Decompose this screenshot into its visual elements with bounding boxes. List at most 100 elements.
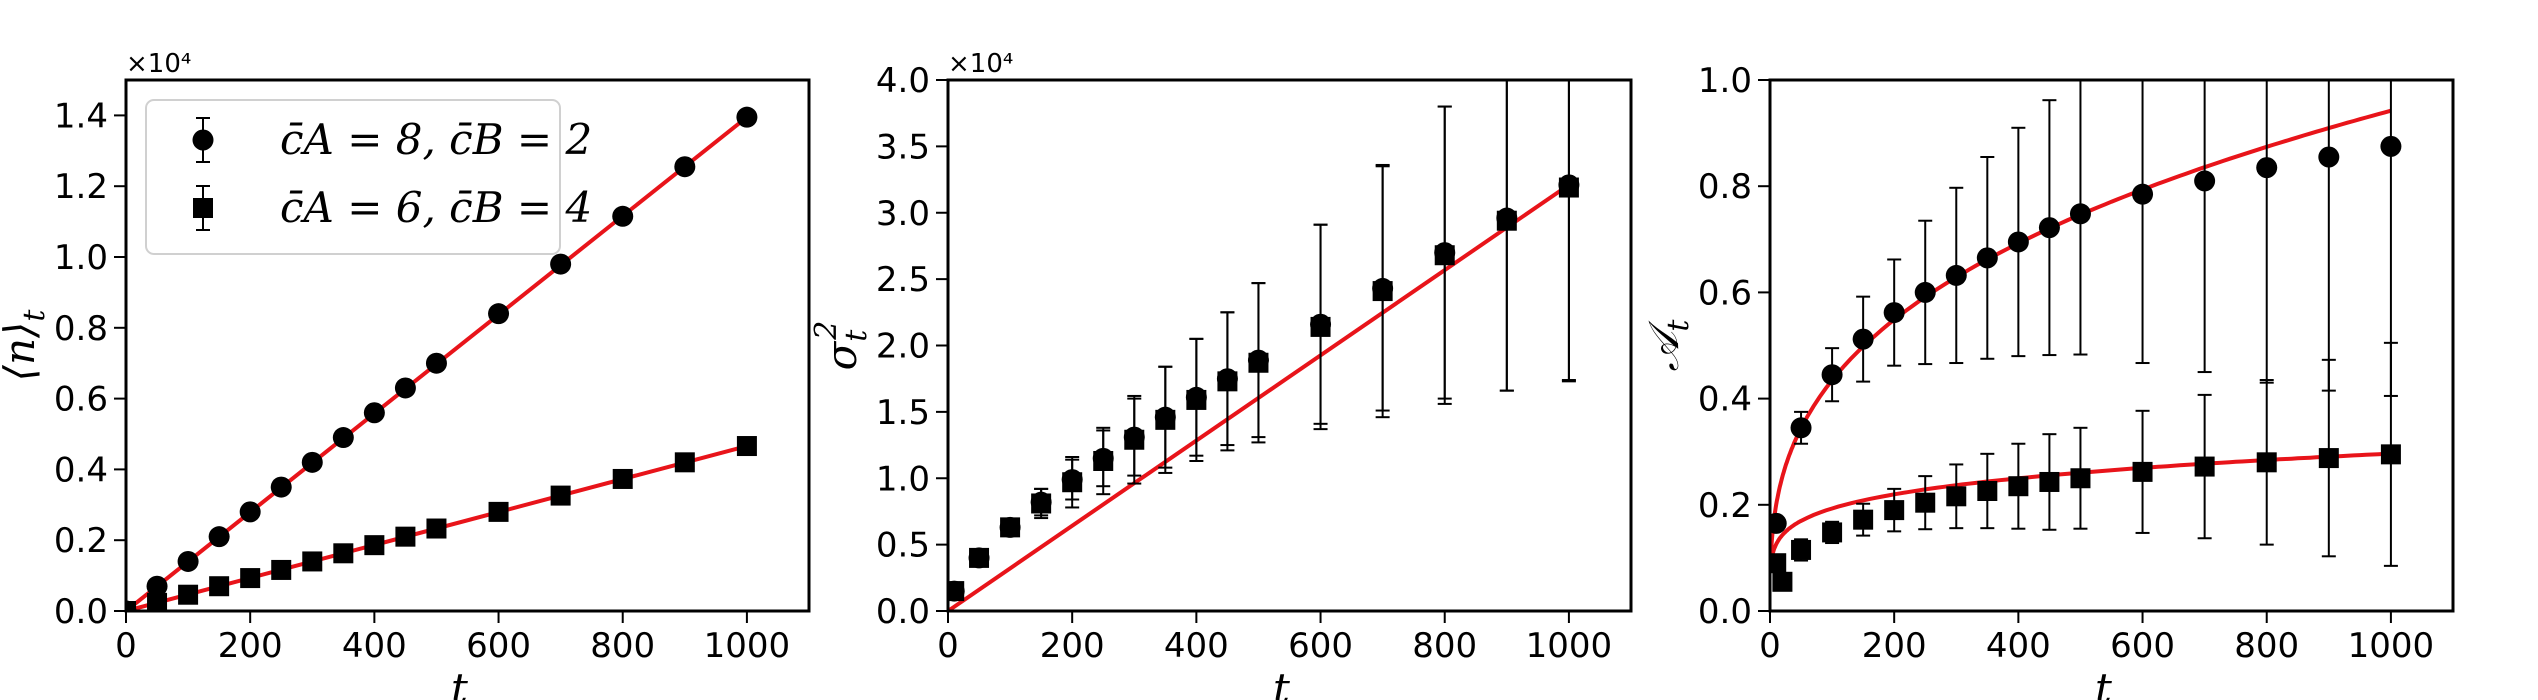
data-point-square [209,576,230,597]
x-tick-label: 1000 [1526,626,1613,666]
data-point-circle [425,352,447,374]
y-tick-label: 1.0 [876,459,930,499]
y-tick-label: 0.4 [1698,380,1752,420]
data-point-square [1093,450,1114,471]
x-tick-label: 400 [342,626,407,666]
legend-marker [193,198,213,218]
data-point-square [1496,210,1517,231]
y-tick-label: 2.0 [876,327,930,367]
data-point-square [2132,461,2153,482]
x-axis-label: t [1273,664,1290,700]
data-point-circle [208,526,230,548]
data-point-circle [394,377,416,399]
data-point-square [240,568,261,589]
x-axis-label: t [2095,664,2112,700]
plot-area [948,80,1580,611]
data-point-circle [2069,203,2091,225]
data-point-square [2194,456,2215,477]
axis-offset-label: ×10⁴ [948,49,1013,79]
y-tick-label: 0.8 [54,309,108,349]
x-tick-label: 0 [937,626,959,666]
plot-frame [1768,78,2455,613]
data-point-circle [674,156,696,178]
y-tick-label: 0.6 [54,380,108,420]
data-point-circle [363,402,385,424]
data-point-circle [1883,302,1905,324]
y-tick-label: 3.0 [876,194,930,234]
fit-curve [1770,451,2391,568]
y-tick-label: 0.6 [1698,273,1752,313]
data-point-square [147,592,168,611]
data-point-circle [270,476,292,498]
data-point-square [364,535,385,556]
legend-label: c̄A = 6, c̄B = 4 [280,183,592,232]
data-point-square [1372,281,1393,302]
x-tick-label: 800 [590,626,655,666]
data-point-square [302,551,323,572]
y-tick-label: 1.2 [54,167,108,207]
y-tick-label: 0.0 [1698,592,1752,632]
data-point-square [1977,480,1998,501]
data-point-square [1031,493,1052,514]
data-point-square [1772,571,1793,592]
data-point-square [1853,509,1874,530]
y-axis-label: ⟨n⟩t [0,309,52,382]
x-tick-label: 600 [1288,626,1353,666]
y-axis-label-sub: t [17,309,52,322]
data-point-square [1124,429,1145,450]
x-tick-label: 0 [115,626,137,666]
data-point-circle [2318,146,2340,168]
data-point-circle [1821,364,1843,386]
data-point-square [2318,448,2339,469]
data-point-square [126,601,136,611]
x-tick-label: 600 [2110,626,2175,666]
y-tick-label: 0.2 [1698,486,1752,526]
data-point-circle [239,501,261,523]
data-point-square [736,436,757,457]
data-point-square [1217,371,1238,392]
data-point-square [2380,444,2401,465]
x-tick-label: 800 [2234,626,2299,666]
y-axis-label-sub: t [1661,319,1696,332]
data-point-square [2039,471,2060,492]
data-point-square [1915,492,1936,513]
data-point-square [1062,472,1083,493]
data-point-circle [612,205,634,227]
data-point-square [969,547,990,568]
data-point-square [2070,468,2091,489]
x-tick-label: 1000 [704,626,791,666]
data-point-circle [1770,512,1787,534]
data-point-circle [2007,231,2029,253]
data-point-square [488,501,509,522]
y-tick-label: 2.5 [876,260,930,300]
y-tick-label: 0.4 [54,450,108,490]
data-point-circle [488,303,510,325]
data-point-circle [2038,217,2060,239]
y-tick-label: 4.0 [876,61,930,101]
data-point-square [1248,352,1269,373]
data-point-square [1946,486,1967,507]
data-point-circle [1976,247,1998,269]
data-point-circle [736,106,758,128]
fit-curve [1770,108,2392,562]
data-point-square [1186,389,1207,410]
y-axis-label-sub: t [839,329,874,342]
y-axis-label: 𝒜t [1639,319,1696,372]
x-tick-label: 200 [1862,626,1927,666]
x-tick-label: 400 [1164,626,1229,666]
x-tick-label: 1000 [2348,626,2435,666]
data-point-circle [2132,183,2154,205]
x-axis-label: t [451,664,468,700]
y-tick-label: 1.4 [54,96,108,136]
data-point-square [1434,245,1455,266]
data-point-square [1155,409,1176,430]
y-tick-label: 0.0 [54,592,108,632]
x-tick-label: 200 [1040,626,1105,666]
data-point-square [1770,553,1787,574]
data-point-square [612,468,633,489]
data-point-square [2256,452,2277,473]
panel-mean-n: 0 200 400 600 800 1000 0.0 0.2 0.4 0.6 0.8 1.0 1.2 1.… [0,49,811,700]
data-point-square [178,584,199,605]
data-point-circle [550,253,572,275]
